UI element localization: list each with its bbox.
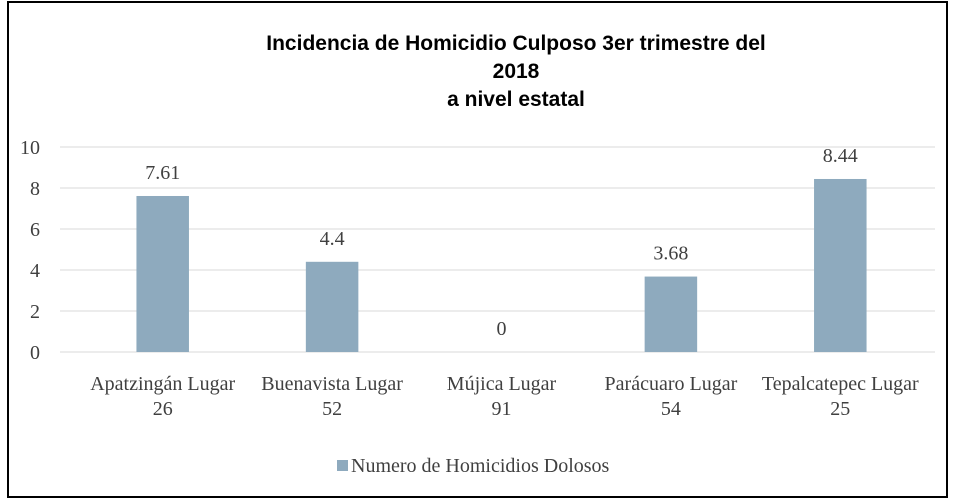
y-tick-label: 6 xyxy=(30,219,40,241)
x-tick-label: Buenavista Lugar 52 xyxy=(261,373,403,420)
chart-title: Incidencia de Homicidio Culposo 3er trim… xyxy=(266,32,765,55)
y-tick-label: 2 xyxy=(30,301,40,323)
data-label: 0 xyxy=(497,318,507,340)
bar xyxy=(136,195,189,352)
y-tick-label: 10 xyxy=(20,137,40,159)
bar xyxy=(644,276,698,352)
data-label: 3.68 xyxy=(653,243,688,265)
bar xyxy=(305,261,359,352)
chart-title: a nivel estatal xyxy=(447,88,585,111)
data-label: 8.44 xyxy=(823,145,858,167)
data-label: 7.61 xyxy=(145,162,180,184)
bar xyxy=(814,178,867,352)
legend-label: Numero de Homicidios Dolosos xyxy=(351,455,610,477)
y-tick-label: 8 xyxy=(30,178,40,200)
y-tick-label: 4 xyxy=(30,260,40,282)
x-tick-label: Tepalcatepec Lugar 25 xyxy=(762,373,919,420)
x-tick-label: Parácuaro Lugar 54 xyxy=(605,373,738,420)
x-tick-label: Mújica Lugar 91 xyxy=(447,373,557,420)
x-tick-label: Apatzingán Lugar 26 xyxy=(90,373,235,420)
chart-title: 2018 xyxy=(493,60,540,83)
legend-swatch xyxy=(337,460,348,471)
data-label: 4.4 xyxy=(320,228,345,250)
y-tick-label: 0 xyxy=(30,342,40,364)
